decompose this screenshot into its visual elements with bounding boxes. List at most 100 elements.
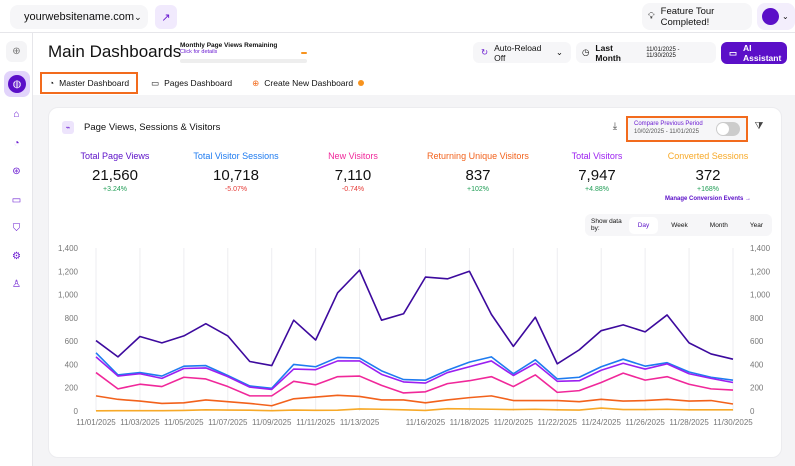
y-tick-label-right: 1,200 [750,267,771,276]
ai-assistant-label: AI Assistant [743,43,782,63]
compare-label: Compare Previous Period [634,121,703,127]
x-tick-label: 11/03/2025 [120,418,160,427]
period-label: Last Month [595,42,621,63]
tab-master-dashboard[interactable]: ◔ Master Dashboard [40,72,139,94]
auto-reload-label: Auto-Reload Off [494,42,542,63]
clock-icon: ◷ [582,47,590,57]
metric-new-visitors: New Visitors 7,110 -0.74% [288,151,418,193]
manage-conversion-events-link[interactable]: Manage Conversion Events → [664,196,752,202]
lightbulb-icon: 💡︎ [648,11,655,22]
y-tick-label-right: 0 [750,407,755,416]
x-tick-label: 11/30/2025 [713,418,753,427]
sidebar-item-segments[interactable]: ◔ [13,138,20,149]
metric-value: 10,718 [213,167,259,184]
x-tick-label: 11/20/2025 [494,418,534,427]
chevron-down-icon: ⌄ [782,12,789,21]
metric-name: Returning Unique Visitors [427,151,529,161]
create-new-dashboard-button[interactable]: ⊕ Create New Dashboard [245,72,371,94]
feature-tour-button[interactable]: 💡︎ Feature Tour Completed! [642,3,752,30]
metric-change: -5.07% [224,186,248,193]
option-month[interactable]: Month [709,221,728,229]
external-link-button[interactable]: ↗ [155,5,177,29]
metric-converted-sessions: Converted Sessions 372 +168% Manage Convers… [643,151,773,202]
y-tick-label-right: 1,000 [750,291,771,300]
gauge-icon: ◔ [49,78,55,88]
metric-name: Converted Sessions [667,151,749,161]
chat-icon: ▭ [729,47,738,58]
y-tick-label-left: 0 [74,407,79,416]
option-day[interactable]: Day [628,216,659,234]
sidebar-item-account[interactable]: ♙ [12,279,21,290]
y-tick-label-right: 1,400 [750,244,771,253]
metric-change: +3.24% [103,186,127,193]
card-header: ⌁ Page Views, Sessions & Visitors [62,121,220,134]
series-line-total-page-views [95,269,734,367]
option-week[interactable]: Week [671,221,688,229]
tab-pages-dashboard[interactable]: ▭ Pages Dashboard [144,72,239,94]
x-tick-label: 11/22/2025 [538,418,578,427]
filter-icon[interactable]: ⧩ [754,121,764,132]
page-views-link[interactable]: Click for details [180,49,218,55]
y-tick-label-right: 200 [750,384,764,393]
sidebar-item-heatmaps[interactable]: ⊛ [12,166,21,177]
page-views-remaining[interactable]: Monthly Page Views Remaining Click for d… [180,42,307,63]
download-icon[interactable]: ⤓ [612,121,618,132]
y-tick-label-left: 400 [65,360,79,369]
metric-change: +102% [467,186,489,193]
user-menu[interactable]: ⌄ [757,3,795,30]
metric-value: 7,110 [334,167,372,184]
show-data-by: Show data by: Day Week Month Year [585,214,772,236]
metric-value: 21,560 [92,167,138,184]
x-tick-label: 11/13/2025 [340,418,380,427]
sidebar-item-messages[interactable]: ▭ [11,195,22,206]
x-tick-label: 11/05/2025 [164,418,204,427]
ai-assistant-button[interactable]: ▭ AI Assistant [721,42,787,64]
metric-total-page-views: Total Page Views 21,560 +3.24% [50,151,180,193]
x-tick-label: 11/11/2025 [296,418,335,427]
series-line-total-visitors [95,356,734,391]
y-tick-label-left: 200 [65,384,79,393]
chevron-down-icon: ⌄ [134,11,142,22]
reload-icon: ↻ [481,47,489,57]
y-tick-label-left: 1,000 [58,291,79,300]
metric-name: Total Visitors [571,151,623,161]
x-tick-label: 11/01/2025 [76,418,116,427]
tab-label: Create New Dashboard [264,78,354,88]
metric-value: 837 [465,167,491,184]
sidebar-item-dashboards[interactable]: ◍ [4,71,30,97]
metric-value: 7,947 [578,167,616,184]
sidebar-item-pages[interactable]: ⌂ [13,109,20,120]
metric-name: New Visitors [328,151,378,161]
metric-total-visitor-sessions: Total Visitor Sessions 10,718 -5.07% [171,151,301,193]
date-range: 11/01/2025 - 11/30/2025 [646,46,680,59]
tab-label: Master Dashboard [59,78,130,88]
x-tick-label: 11/26/2025 [625,418,665,427]
dashboard-tabs: ◔ Master Dashboard ▭ Pages Dashboard ⊕ Crea… [40,72,385,94]
site-name: yourwebsitename.com [24,11,135,23]
series-line-converted-sessions [95,407,733,412]
y-tick-label-right: 600 [750,337,764,346]
y-tick-label-left: 800 [65,314,79,323]
metric-returning-unique-visitors: Returning Unique Visitors 837 +102% [413,151,543,193]
date-range-picker[interactable]: ◷ Last Month 11/01/2025 - 11/30/2025 [576,42,716,63]
sidebar-item-security[interactable]: ⛉ [12,223,21,234]
compare-toggle[interactable] [716,122,740,136]
card-title: Page Views, Sessions & Visitors [84,122,221,133]
x-tick-label: 11/18/2025 [450,418,490,427]
page-views-progress [180,52,307,63]
metric-value: 372 [695,167,721,184]
page-title: Main Dashboards [48,42,182,61]
y-tick-label-left: 1,400 [58,244,79,253]
sidebar-item-settings[interactable]: ⚙ [12,251,21,262]
metric-change: -0.74% [341,186,365,193]
auto-reload-dropdown[interactable]: ↻ Auto-Reload Off ⌄ [473,42,571,63]
x-tick-label: 11/16/2025 [406,418,446,427]
chart-icon[interactable]: ⌁ [62,121,74,134]
sidebar-collapse-icon[interactable]: ⊕ [6,41,27,62]
website-selector[interactable]: yourwebsitename.com ⌄ [10,5,148,29]
x-tick-label: 11/28/2025 [669,418,709,427]
metric-change: +168% [697,186,719,193]
x-tick-label: 11/24/2025 [581,418,621,427]
option-year[interactable]: Year [749,221,763,229]
